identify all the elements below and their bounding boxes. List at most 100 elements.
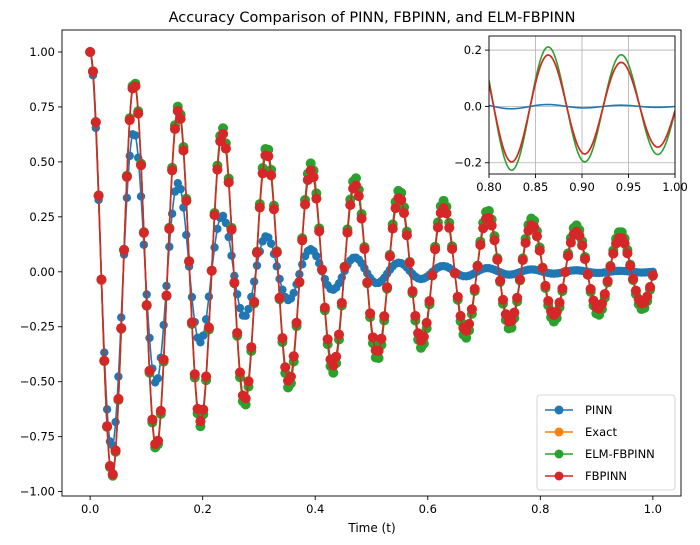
fbpinn-point [492,254,503,265]
fbpinn-point [138,227,149,238]
fbpinn-point [574,230,585,241]
fbpinn-point [596,298,607,309]
pinn-point [114,372,123,381]
fbpinn-point [430,244,441,255]
fbpinn-point [175,113,186,124]
fbpinn-point [396,194,407,205]
fbpinn-point [401,230,412,241]
inset-x-tick-label: 1.00 [662,180,688,194]
fbpinn-point [605,261,616,272]
chart-title: Accuracy Comparison of PINN, FBPINN, and… [169,10,576,26]
fbpinn-point [119,245,130,256]
fbpinn-point [124,115,135,126]
fbpinn-point [497,294,508,305]
fbpinn-point [195,416,206,427]
legend-box [536,394,676,491]
fbpinn-point [602,276,613,287]
fbpinn-point [365,308,376,319]
fbpinn-point [240,393,251,404]
fbpinn-point [251,247,262,258]
fbpinn-point [531,231,542,242]
pinn-point [153,374,163,383]
y-tick-label: 0.00 [29,265,55,279]
inset-x-tick-label: 0.80 [476,180,502,194]
fbpinn-point [328,360,339,371]
pinn-point [275,274,284,284]
x-tick-label: 1.0 [644,502,662,516]
fbpinn-point [489,235,500,246]
pinn-point [145,333,154,343]
fbpinn-point [116,323,127,334]
fbpinn-point [517,255,528,265]
inset-axes: 0.80 0.85 0.90 0.95 1.00 −0.2 0.0 0.2 [454,35,688,194]
fbpinn-point [322,334,333,345]
pinn-point [241,311,250,320]
fbpinn-point [630,285,641,296]
fbpinn-point [201,371,212,382]
fbpinn-point [314,226,325,237]
series-fbpinn [85,46,658,480]
legend-marker [554,405,564,415]
fbpinn-point [110,445,121,456]
fbpinn-point [399,208,410,219]
fbpinn-point [297,235,308,246]
x-tick-label: 0.2 [194,502,212,516]
pinn-point [235,303,245,313]
fbpinn-point [563,250,574,261]
fbpinn-point [254,202,265,213]
elm-fbpinn-point [350,173,361,184]
fbpinn-point [441,208,452,219]
y-tick-label: 0.50 [29,155,55,169]
fbpinn-point [186,317,197,328]
fbpinn-point [169,123,180,134]
fbpinn-point [362,277,373,288]
inset-series-group [489,46,675,172]
fbpinn-point [331,351,342,362]
inset-y-tick-label: 0.0 [464,99,482,113]
pinn-point [289,288,298,298]
fbpinn-point [223,177,234,188]
fbpinn-point [311,193,322,204]
fbpinn-point [99,355,110,366]
fbpinn-point [158,354,169,365]
fbpinn-point [382,282,393,293]
fbpinn-point [520,237,531,248]
fbpinn-point [432,222,443,233]
fbpinn-point [342,227,353,238]
pinn-point [213,224,222,234]
y-tick-label: 0.75 [29,100,55,114]
fbpinn-point [529,222,540,233]
fbpinn-point [407,286,418,297]
fbpinn-point [277,333,288,344]
fbpinn-point [585,284,596,295]
fbpinn-point [294,276,305,287]
fbpinn-point [226,224,237,235]
elm-fbpinn-point [328,367,339,378]
fbpinn-point [249,296,260,307]
fbpinn-point [472,261,483,272]
fbpinn-point [184,256,195,267]
inset-x-tick-label: 0.90 [569,180,595,194]
pinn-point [131,131,140,140]
fbpinn-point [246,342,257,353]
fbpinn-point [478,223,489,234]
inset-pinn-line [489,103,675,110]
fbpinn-point [410,310,421,321]
fbpinn-point [495,275,506,286]
fbpinn-point [87,66,98,77]
pinn-point [278,285,287,294]
fbpinn-point [345,199,356,210]
main-series-group [85,46,658,481]
fbpinn-point [280,362,291,373]
legend-marker [554,471,564,481]
fbpinn-point [373,345,384,356]
y-tick-label: −0.25 [20,320,55,334]
fbpinn-point [387,223,398,234]
fbpinn-point [356,213,367,224]
fbpinn-point [418,331,429,342]
pinn-point [266,239,276,248]
fbpinn-point [308,172,319,183]
fbpinn-point [599,289,610,300]
fbpinn-point [212,164,223,175]
fbpinn-point [404,257,415,268]
